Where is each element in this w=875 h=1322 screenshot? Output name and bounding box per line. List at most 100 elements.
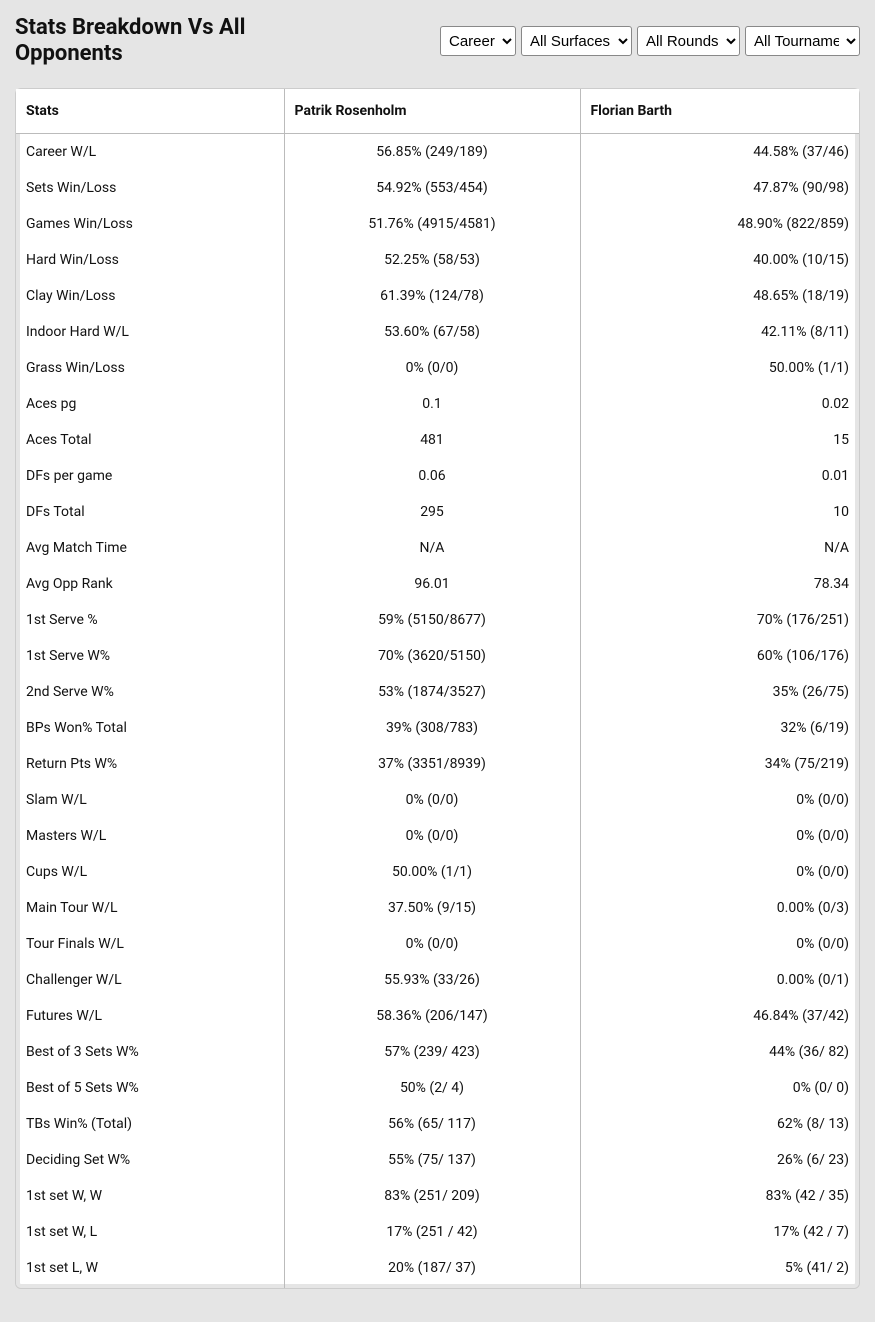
player1-value-cell: 295 — [284, 494, 580, 530]
col-header-player2: Florian Barth — [580, 89, 859, 134]
table-row: 1st set L, W20% (187/ 37)5% (41/ 2) — [16, 1250, 859, 1288]
table-row: Hard Win/Loss52.25% (58/53)40.00% (10/15… — [16, 242, 859, 278]
stat-label-cell: Avg Opp Rank — [16, 566, 284, 602]
player2-value-cell: 46.84% (37/42) — [580, 998, 859, 1034]
table-row: TBs Win% (Total)56% (65/ 117)62% (8/ 13) — [16, 1106, 859, 1142]
stat-label-cell: Aces pg — [16, 386, 284, 422]
stat-label-cell: Career W/L — [16, 133, 284, 170]
table-row: 1st set W, L17% (251 / 42)17% (42 / 7) — [16, 1214, 859, 1250]
stat-label-cell: Futures W/L — [16, 998, 284, 1034]
player1-value-cell: 70% (3620/5150) — [284, 638, 580, 674]
player2-value-cell: 0% (0/ 0) — [580, 1070, 859, 1106]
player1-value-cell: 61.39% (124/78) — [284, 278, 580, 314]
table-row: Slam W/L0% (0/0)0% (0/0) — [16, 782, 859, 818]
player2-value-cell: 10 — [580, 494, 859, 530]
stat-label-cell: Grass Win/Loss — [16, 350, 284, 386]
tournament-select[interactable]: All Tournaments — [745, 26, 860, 56]
player1-value-cell: 53% (1874/3527) — [284, 674, 580, 710]
player1-value-cell: 0.06 — [284, 458, 580, 494]
table-row: 1st Serve %59% (5150/8677)70% (176/251) — [16, 602, 859, 638]
period-select[interactable]: Career — [440, 26, 516, 56]
player1-value-cell: 20% (187/ 37) — [284, 1250, 580, 1288]
player1-value-cell: 481 — [284, 422, 580, 458]
stat-label-cell: Avg Match Time — [16, 530, 284, 566]
stat-label-cell: Deciding Set W% — [16, 1142, 284, 1178]
stat-label-cell: Main Tour W/L — [16, 890, 284, 926]
table-row: Best of 5 Sets W%50% (2/ 4)0% (0/ 0) — [16, 1070, 859, 1106]
table-row: 1st Serve W%70% (3620/5150)60% (106/176) — [16, 638, 859, 674]
stat-label-cell: 1st Serve % — [16, 602, 284, 638]
player1-value-cell: 96.01 — [284, 566, 580, 602]
stat-label-cell: Cups W/L — [16, 854, 284, 890]
player1-value-cell: 56.85% (249/189) — [284, 133, 580, 170]
stat-label-cell: Sets Win/Loss — [16, 170, 284, 206]
player1-value-cell: 0% (0/0) — [284, 926, 580, 962]
stat-label-cell: Tour Finals W/L — [16, 926, 284, 962]
player1-value-cell: 50.00% (1/1) — [284, 854, 580, 890]
player2-value-cell: 34% (75/219) — [580, 746, 859, 782]
player1-value-cell: 0.1 — [284, 386, 580, 422]
player1-value-cell: 54.92% (553/454) — [284, 170, 580, 206]
player2-value-cell: 44.58% (37/46) — [580, 133, 859, 170]
stat-label-cell: 2nd Serve W% — [16, 674, 284, 710]
surface-select[interactable]: All Surfaces — [521, 26, 632, 56]
player2-value-cell: 48.90% (822/859) — [580, 206, 859, 242]
player2-value-cell: 0% (0/0) — [580, 818, 859, 854]
player2-value-cell: 0% (0/0) — [580, 926, 859, 962]
player1-value-cell: 50% (2/ 4) — [284, 1070, 580, 1106]
table-row: Games Win/Loss51.76% (4915/4581)48.90% (… — [16, 206, 859, 242]
stat-label-cell: Games Win/Loss — [16, 206, 284, 242]
player1-value-cell: 57% (239/ 423) — [284, 1034, 580, 1070]
player2-value-cell: 60% (106/176) — [580, 638, 859, 674]
table-row: DFs Total29510 — [16, 494, 859, 530]
player1-value-cell: 59% (5150/8677) — [284, 602, 580, 638]
player1-value-cell: 83% (251/ 209) — [284, 1178, 580, 1214]
player1-value-cell: 55% (75/ 137) — [284, 1142, 580, 1178]
stat-label-cell: Clay Win/Loss — [16, 278, 284, 314]
player2-value-cell: 0.00% (0/1) — [580, 962, 859, 998]
player2-value-cell: 42.11% (8/11) — [580, 314, 859, 350]
stat-label-cell: DFs Total — [16, 494, 284, 530]
player2-value-cell: 5% (41/ 2) — [580, 1250, 859, 1288]
player1-value-cell: 58.36% (206/147) — [284, 998, 580, 1034]
stat-label-cell: 1st set W, L — [16, 1214, 284, 1250]
player2-value-cell: 40.00% (10/15) — [580, 242, 859, 278]
stat-label-cell: Indoor Hard W/L — [16, 314, 284, 350]
player2-value-cell: 50.00% (1/1) — [580, 350, 859, 386]
player2-value-cell: 62% (8/ 13) — [580, 1106, 859, 1142]
stat-label-cell: Best of 3 Sets W% — [16, 1034, 284, 1070]
player2-value-cell: 78.34 — [580, 566, 859, 602]
col-header-player1: Patrik Rosenholm — [284, 89, 580, 134]
player1-value-cell: 52.25% (58/53) — [284, 242, 580, 278]
player2-value-cell: 48.65% (18/19) — [580, 278, 859, 314]
table-row: Avg Match TimeN/AN/A — [16, 530, 859, 566]
stat-label-cell: Return Pts W% — [16, 746, 284, 782]
player2-value-cell: 26% (6/ 23) — [580, 1142, 859, 1178]
table-row: Return Pts W%37% (3351/8939)34% (75/219) — [16, 746, 859, 782]
player2-value-cell: 32% (6/19) — [580, 710, 859, 746]
table-row: Aces pg0.10.02 — [16, 386, 859, 422]
table-row: 2nd Serve W%53% (1874/3527)35% (26/75) — [16, 674, 859, 710]
stat-label-cell: 1st Serve W% — [16, 638, 284, 674]
player2-value-cell: 47.87% (90/98) — [580, 170, 859, 206]
player1-value-cell: 0% (0/0) — [284, 350, 580, 386]
col-header-stats: Stats — [16, 89, 284, 134]
round-select[interactable]: All Rounds — [637, 26, 740, 56]
table-row: Indoor Hard W/L53.60% (67/58)42.11% (8/1… — [16, 314, 859, 350]
stat-label-cell: Challenger W/L — [16, 962, 284, 998]
player2-value-cell: 0.01 — [580, 458, 859, 494]
stats-table-container: Stats Patrik Rosenholm Florian Barth Car… — [15, 88, 860, 1289]
table-row: Clay Win/Loss61.39% (124/78)48.65% (18/1… — [16, 278, 859, 314]
player2-value-cell: 70% (176/251) — [580, 602, 859, 638]
table-row: Cups W/L50.00% (1/1)0% (0/0) — [16, 854, 859, 890]
player2-value-cell: 17% (42 / 7) — [580, 1214, 859, 1250]
table-row: Deciding Set W%55% (75/ 137)26% (6/ 23) — [16, 1142, 859, 1178]
table-row: Sets Win/Loss54.92% (553/454)47.87% (90/… — [16, 170, 859, 206]
player2-value-cell: N/A — [580, 530, 859, 566]
stat-label-cell: BPs Won% Total — [16, 710, 284, 746]
table-header-row: Stats Patrik Rosenholm Florian Barth — [16, 89, 859, 134]
stat-label-cell: TBs Win% (Total) — [16, 1106, 284, 1142]
table-row: Avg Opp Rank96.0178.34 — [16, 566, 859, 602]
player1-value-cell: 37% (3351/8939) — [284, 746, 580, 782]
stat-label-cell: Masters W/L — [16, 818, 284, 854]
